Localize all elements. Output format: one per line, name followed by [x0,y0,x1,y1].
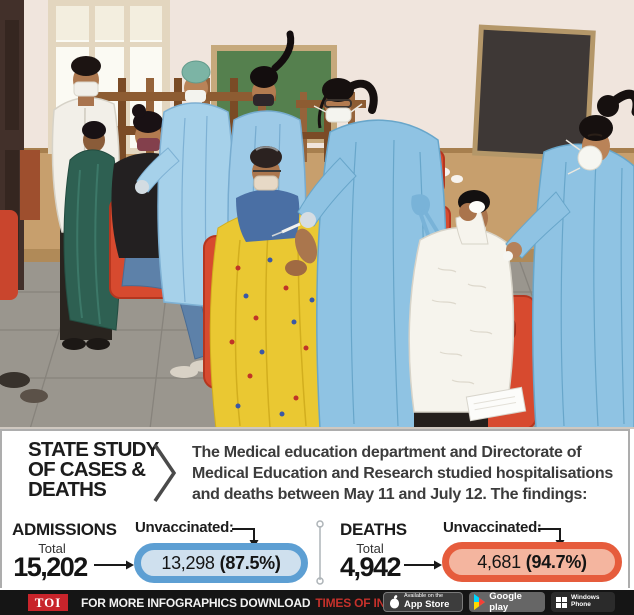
footer-bar: TOI FOR MORE INFOGRAPHICS DOWNLOAD TIMES … [0,590,634,615]
intro-line: Medical Education and Research studied h… [192,465,613,482]
admissions-total-value: 15,202 [13,552,88,582]
deaths-arrow [404,560,442,570]
appstore-name: App Store [404,598,450,610]
deaths-total-value: 4,942 [339,552,402,582]
deaths-total-label: Total [356,541,384,556]
chevron-icon [153,444,177,502]
admissions-label: ADMISSIONS [12,520,117,539]
deaths-unvaccinated-value: 4,681 [477,551,521,572]
health-worker-central [271,78,447,429]
woman-yellow-saree [203,146,339,429]
windows-icon [556,596,567,608]
panel-heading: STATE STUDY OF CASES & DEATHS [28,438,159,501]
admissions-unvaccinated-pill: 13,298 (87.5%) [134,543,308,583]
googleplay-name: Google play [489,591,522,613]
admissions-total-label: Total [38,541,66,556]
woman-teal-dupatta [63,121,121,331]
intro-line: and deaths between May 11 and July 12. T… [192,486,588,503]
deaths-unvaccinated-pct: (94.7%) [525,551,587,572]
appstore-badge: Available on the App Store [383,592,463,612]
windows-name: Windows [571,594,600,602]
apple-icon [390,595,399,609]
deaths-label: DEATHS [340,520,407,539]
man-wiping-face [408,190,537,429]
stats-divider [316,520,324,585]
googleplay-badge: Google play [469,591,545,613]
intro-line: The Medical education department and Dir… [192,444,582,461]
windows-badge: Windows Phone [551,592,615,612]
vaccination-photo [0,0,634,429]
admissions-unvaccinated-pct: (87.5%) [219,552,281,573]
heading-line: OF CASES & [28,458,146,481]
footer-message: FOR MORE INFOGRAPHICS DOWNLOAD TIMES OF I… [81,596,432,610]
admissions-unvaccinated-value: 13,298 [161,552,215,573]
panel-intro: The Medical education department and Dir… [192,442,613,505]
appstore-tagline: Available on the [404,593,444,600]
admissions-unvaccinated-label: Unvaccinated: [135,519,234,536]
toi-logo: TOI [28,594,68,611]
heading-line: DEATHS [28,478,107,501]
footer-message-text: FOR MORE INFOGRAPHICS DOWNLOAD [81,596,311,610]
windows-phone: Phone [571,601,591,608]
google-play-icon [474,594,485,610]
deaths-unvaccinated-pill: 4,681 (94.7%) [442,542,622,582]
admissions-arrow [94,560,134,570]
deaths-unvaccinated-label: Unvaccinated: [443,519,542,536]
blackboard [472,24,596,162]
info-panel: STATE STUDY OF CASES & DEATHS The Medica… [0,429,630,588]
heading-line: STATE STUDY [28,438,159,461]
